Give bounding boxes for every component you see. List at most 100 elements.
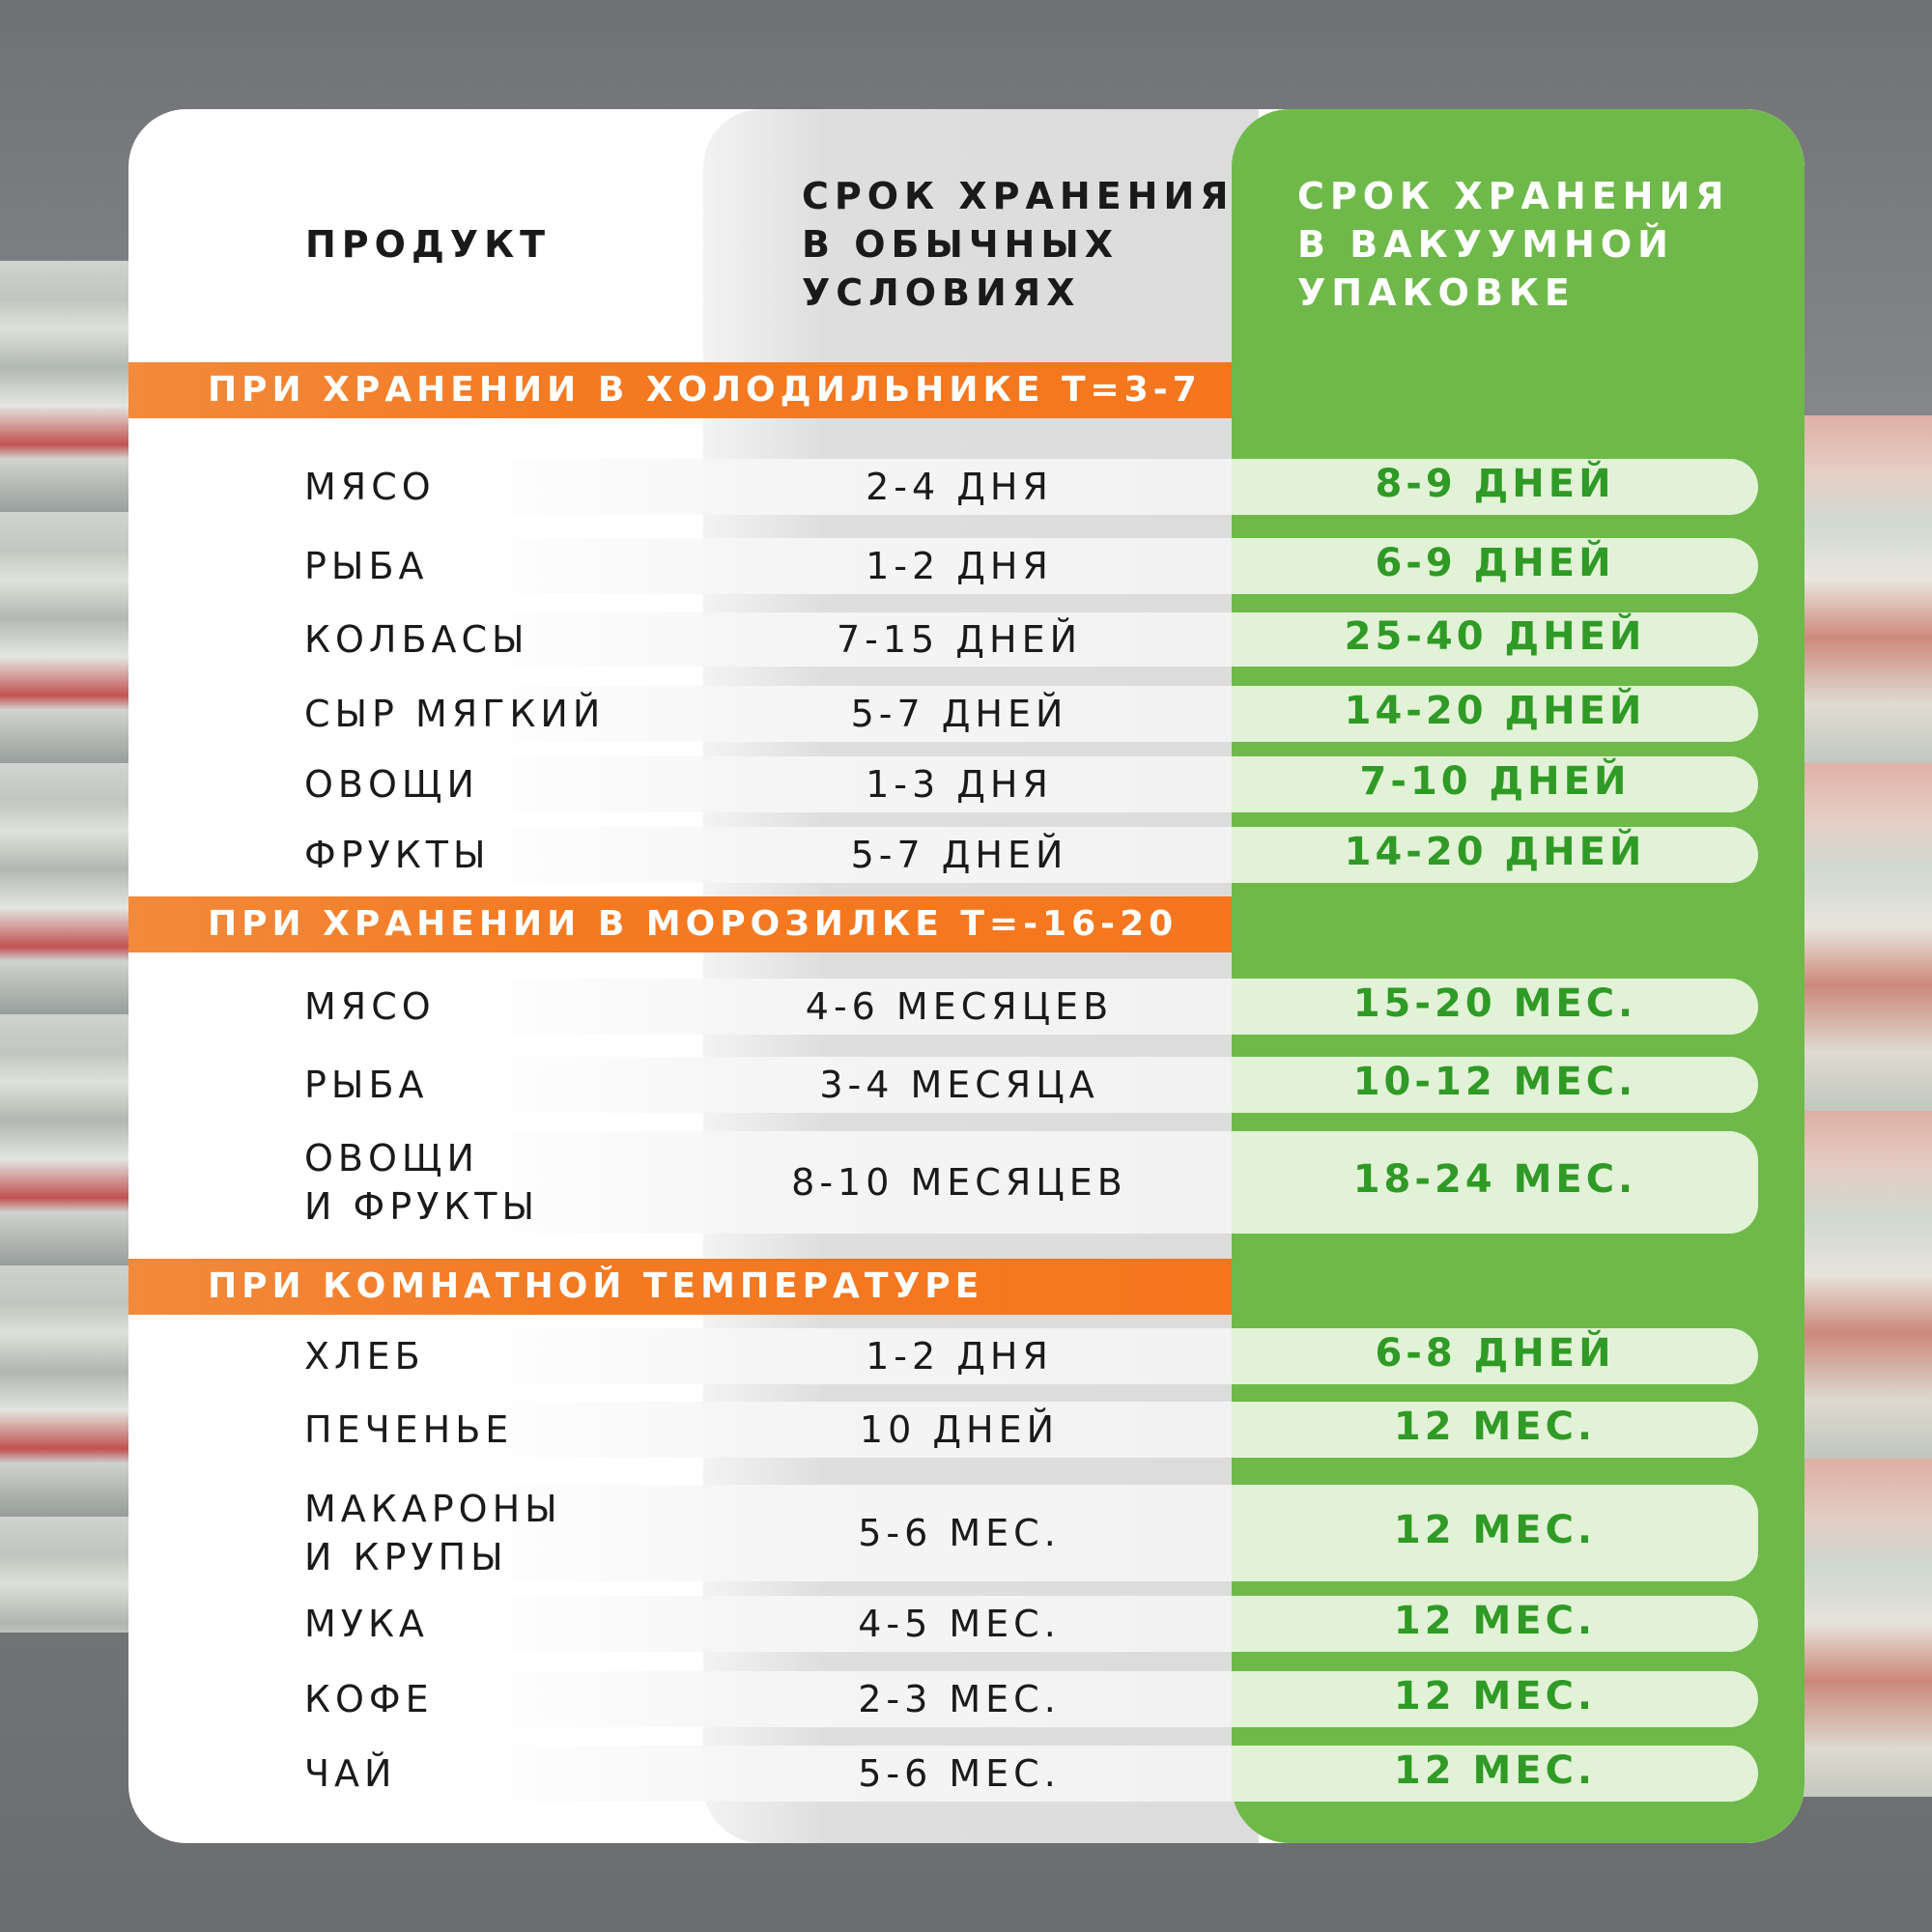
row-strip [128,459,1232,515]
vacuum-duration: 12 МЕС. [1393,1508,1597,1552]
normal-duration: 10 ДНЕЙ [859,1408,1060,1451]
header-vacuum: СРОК ХРАНЕНИЯ В ВАКУУМНОЙ УПАКОВКЕ [1297,175,1730,314]
product-name: КОФЕ [304,1675,434,1723]
normal-duration: 5-7 ДНЕЙ [850,834,1068,876]
vacuum-pill [1232,827,1758,883]
product-name: СЫР МЯГКИЙ [304,690,605,738]
product-name: ОВОЩИ [304,760,479,809]
background-photo-left [0,261,130,1633]
vacuum-duration: 12 МЕС. [1393,1405,1597,1449]
row-strip [128,1057,1232,1113]
product-name: МАКАРОНЫ И КРУПЫ [304,1485,562,1581]
table-row: РЫБА 3-4 МЕСЯЦА 10-12 МЕС. [128,1057,1804,1113]
product-name: ФРУКТЫ [304,831,491,879]
table-row: ХЛЕБ 1-2 ДНЯ 6-8 ДНЕЙ [128,1328,1804,1384]
normal-duration: 2-3 МЕС. [858,1678,1061,1720]
vacuum-pill [1232,1596,1758,1652]
vacuum-pill [1232,1328,1758,1384]
vacuum-pill [1232,1485,1758,1581]
row-strip [128,538,1232,594]
product-name-line: КОЛБАСЫ [304,618,529,661]
normal-duration: 4-5 МЕС. [858,1603,1061,1645]
product-name: МЯСО [304,463,436,511]
vacuum-pill [1232,1746,1758,1802]
normal-duration: 1-3 ДНЯ [866,763,1053,806]
vacuum-duration: 25-40 ДНЕЙ [1344,614,1646,659]
normal-duration: 5-6 МЕС. [858,1512,1061,1554]
section-header: ПРИ КОМНАТНОЙ ТЕМПЕРАТУРЕ [128,1259,1232,1315]
table-row: КОФЕ 2-3 МЕС. 12 МЕС. [128,1671,1804,1727]
vacuum-duration: 10-12 МЕС. [1352,1060,1637,1104]
row-strip [128,1328,1232,1384]
normal-duration: 4-6 МЕСЯЦЕВ [805,985,1114,1028]
product-name-line: ОВОЩИ [304,1137,479,1179]
product-name: ЧАЙ [304,1749,396,1798]
vacuum-pill [1232,756,1758,812]
product-name: РЫБА [304,1061,429,1109]
vacuum-pill [1232,1131,1758,1234]
row-strip [128,827,1232,883]
normal-duration: 5-6 МЕС. [858,1752,1061,1795]
table-row: МАКАРОНЫ И КРУПЫ 5-6 МЕС. 12 МЕС. [128,1485,1804,1581]
vacuum-column-bg [1232,109,1804,1843]
vacuum-duration: 14-20 ДНЕЙ [1344,689,1646,733]
normal-duration: 1-2 ДНЯ [866,1335,1053,1378]
table-row: МЯСО 2-4 ДНЯ 8-9 ДНЕЙ [128,459,1804,515]
vacuum-duration: 18-24 МЕС. [1352,1157,1637,1202]
product-name: ПЕЧЕНЬЕ [304,1406,513,1454]
row-strip [128,1671,1232,1727]
table-row: ОВОЩИ И ФРУКТЫ 8-10 МЕСЯЦЕВ 18-24 МЕС. [128,1131,1804,1234]
row-strip [128,979,1232,1035]
vacuum-pill [1232,459,1758,515]
product-name: РЫБА [304,542,429,590]
row-strip [128,756,1232,812]
product-name-line: ПЕЧЕНЬЕ [304,1408,514,1451]
row-strip [128,1746,1232,1802]
vacuum-pill [1232,1671,1758,1727]
row-strip [128,1131,1232,1234]
product-name-line: СЫР МЯГКИЙ [304,693,606,735]
vacuum-duration: 14-20 ДНЕЙ [1344,830,1646,874]
product-name-line: ХЛЕБ [304,1335,425,1378]
table-row: МЯСО 4-6 МЕСЯЦЕВ 15-20 МЕС. [128,979,1804,1035]
product-name-line: ЧАЙ [304,1752,397,1795]
vacuum-duration: 15-20 МЕС. [1352,981,1637,1026]
storage-table-card: ПРОДУКТ СРОК ХРАНЕНИЯ В ОБЫЧНЫХ УСЛОВИЯХ… [128,109,1804,1843]
table-row: СЫР МЯГКИЙ 5-7 ДНЕЙ 14-20 ДНЕЙ [128,686,1804,742]
vacuum-duration: 12 МЕС. [1393,1674,1597,1719]
section-header: ПРИ ХРАНЕНИИ В ХОЛОДИЛЬНИКЕ Т=3-7 °С [128,362,1232,466]
row-strip [128,1596,1232,1652]
normal-duration: 7-15 ДНЕЙ [836,618,1083,661]
vacuum-pill [1232,979,1758,1035]
vacuum-duration: 6-9 ДНЕЙ [1375,541,1615,585]
product-name: КОЛБАСЫ [304,615,529,664]
table-row: ЧАЙ 5-6 МЕС. 12 МЕС. [128,1746,1804,1802]
product-name: МЯСО [304,982,436,1031]
header-normal: СРОК ХРАНЕНИЯ В ОБЫЧНЫХ УСЛОВИЯХ [802,175,1235,314]
product-name-line: ОВОЩИ [304,763,479,806]
product-name-line: И КРУПЫ [304,1536,508,1578]
normal-duration: 3-4 МЕСЯЦА [819,1064,1099,1106]
vacuum-pill [1232,612,1758,667]
normal-duration: 8-10 МЕСЯЦЕВ [791,1161,1127,1204]
vacuum-pill [1232,1057,1758,1113]
product-name-line: МЯСО [304,466,436,508]
product-name-line: И ФРУКТЫ [304,1185,540,1228]
vacuum-duration: 7-10 ДНЕЙ [1359,759,1631,804]
background-photo-right [1797,415,1932,1797]
product-name-line: КОФЕ [304,1678,434,1720]
row-strip [128,1485,1232,1581]
vacuum-duration: 6-8 ДНЕЙ [1375,1331,1615,1376]
vacuum-duration: 12 МЕС. [1393,1599,1597,1643]
vacuum-duration: 8-9 ДНЕЙ [1375,462,1615,506]
normal-duration: 1-2 ДНЯ [866,545,1053,587]
product-name-line: МУКА [304,1603,429,1645]
table-row: МУКА 4-5 МЕС. 12 МЕС. [128,1596,1804,1652]
table-row: ОВОЩИ 1-3 ДНЯ 7-10 ДНЕЙ [128,756,1804,812]
product-name: МУКА [304,1600,429,1648]
table-row: ПЕЧЕНЬЕ 10 ДНЕЙ 12 МЕС. [128,1402,1804,1458]
product-name-line: ФРУКТЫ [304,834,491,876]
vacuum-pill [1232,686,1758,742]
normal-duration: 2-4 ДНЯ [866,466,1053,508]
header-product: ПРОДУКТ [305,223,552,266]
